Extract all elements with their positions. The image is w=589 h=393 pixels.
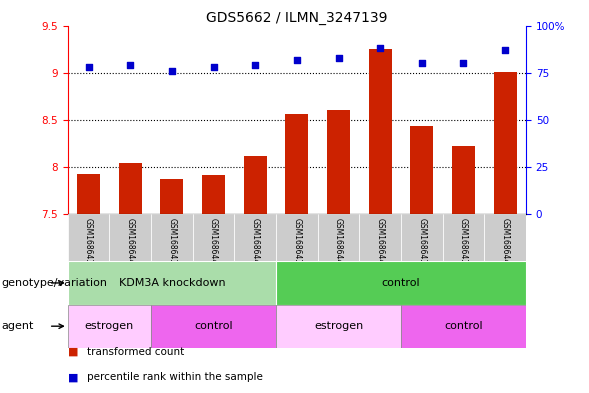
Text: control: control xyxy=(194,321,233,331)
Bar xyxy=(359,214,401,261)
Text: KDM3A knockdown: KDM3A knockdown xyxy=(118,278,225,288)
Bar xyxy=(443,214,484,261)
Text: GSM1686445: GSM1686445 xyxy=(376,218,385,269)
Bar xyxy=(68,261,276,305)
Text: GSM1686437: GSM1686437 xyxy=(292,218,302,269)
Point xyxy=(84,64,93,70)
Point xyxy=(292,56,302,62)
Bar xyxy=(160,179,183,214)
Text: control: control xyxy=(382,278,421,288)
Bar xyxy=(234,214,276,261)
Bar xyxy=(110,214,151,261)
Text: agent: agent xyxy=(1,321,34,331)
Text: estrogen: estrogen xyxy=(314,321,363,331)
Bar xyxy=(401,305,526,348)
Bar xyxy=(202,174,225,214)
Text: estrogen: estrogen xyxy=(85,321,134,331)
Bar xyxy=(276,305,401,348)
Point xyxy=(125,62,135,68)
Text: GSM1686442: GSM1686442 xyxy=(125,218,135,269)
Text: ■: ■ xyxy=(68,347,78,357)
Bar xyxy=(276,214,317,261)
Point xyxy=(459,60,468,66)
Bar xyxy=(193,214,234,261)
Bar xyxy=(244,156,267,214)
Bar xyxy=(494,72,517,214)
Bar xyxy=(151,305,276,348)
Text: ■: ■ xyxy=(68,372,78,382)
Bar xyxy=(68,305,151,348)
Bar xyxy=(327,110,350,214)
Bar xyxy=(452,146,475,214)
Point xyxy=(501,47,510,53)
Text: GSM1686436: GSM1686436 xyxy=(167,218,176,269)
Bar xyxy=(68,214,110,261)
Bar xyxy=(276,261,526,305)
Text: GSM1686439: GSM1686439 xyxy=(459,218,468,269)
Point xyxy=(209,64,219,70)
Title: GDS5662 / ILMN_3247139: GDS5662 / ILMN_3247139 xyxy=(206,11,388,24)
Bar xyxy=(77,174,100,214)
Point xyxy=(167,68,177,74)
Point xyxy=(250,62,260,68)
Bar xyxy=(369,49,392,214)
Text: GSM1686435: GSM1686435 xyxy=(418,218,426,269)
Bar xyxy=(286,114,308,214)
Text: GSM1686440: GSM1686440 xyxy=(209,218,218,269)
Point xyxy=(375,45,385,51)
Text: control: control xyxy=(444,321,483,331)
Text: GSM1686443: GSM1686443 xyxy=(501,218,509,269)
Text: GSM1686441: GSM1686441 xyxy=(334,218,343,269)
Text: percentile rank within the sample: percentile rank within the sample xyxy=(87,372,263,382)
Bar xyxy=(411,127,434,214)
Point xyxy=(334,55,343,61)
Bar xyxy=(119,163,142,214)
Bar xyxy=(317,214,359,261)
Bar xyxy=(484,214,526,261)
Text: GSM1686438: GSM1686438 xyxy=(84,218,93,269)
Point xyxy=(417,60,426,66)
Text: transformed count: transformed count xyxy=(87,347,184,357)
Bar xyxy=(151,214,193,261)
Text: genotype/variation: genotype/variation xyxy=(1,278,107,288)
Bar xyxy=(401,214,443,261)
Text: GSM1686444: GSM1686444 xyxy=(251,218,260,269)
